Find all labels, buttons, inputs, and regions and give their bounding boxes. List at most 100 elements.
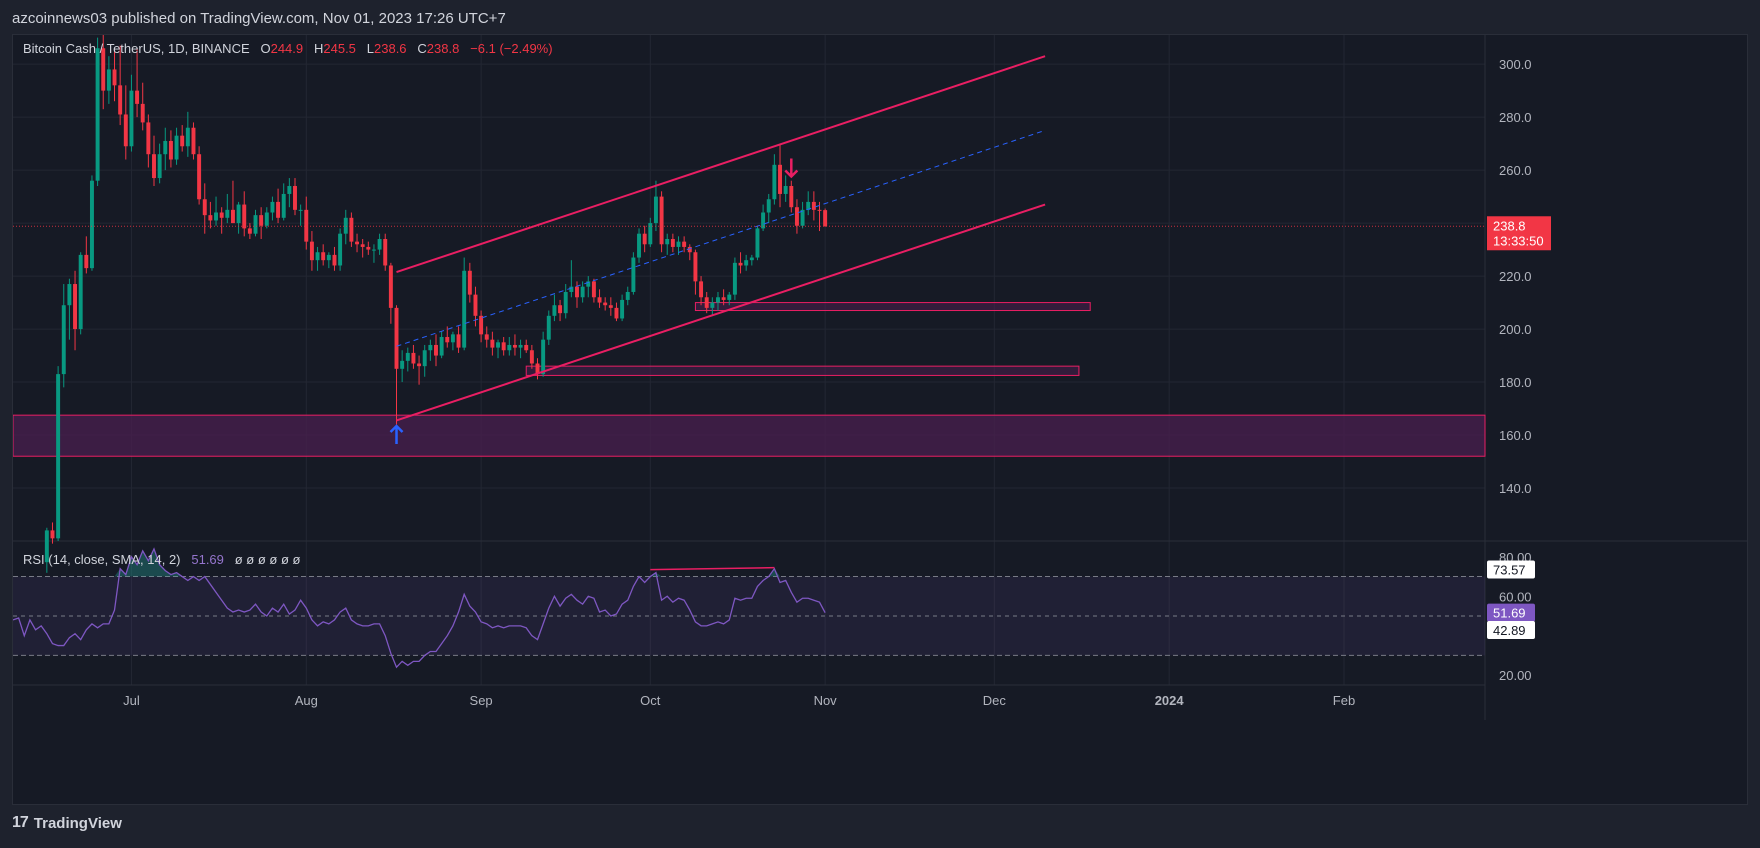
- candle-body[interactable]: [659, 196, 664, 245]
- candle-body[interactable]: [270, 201, 275, 213]
- candle-body[interactable]: [67, 284, 72, 306]
- candle-body[interactable]: [371, 249, 376, 251]
- candle-body[interactable]: [783, 186, 788, 194]
- chart-canvas[interactable]: 300.0280.0260.0240.0220.0200.0180.0160.0…: [13, 35, 1747, 804]
- candle-body[interactable]: [197, 154, 202, 200]
- candle-body[interactable]: [230, 209, 235, 224]
- candle-body[interactable]: [202, 199, 207, 216]
- candle-body[interactable]: [73, 284, 78, 330]
- candle-body[interactable]: [405, 352, 410, 361]
- candle-body[interactable]: [642, 233, 647, 245]
- candle-body[interactable]: [355, 241, 360, 245]
- candle-body[interactable]: [394, 307, 399, 369]
- candle-body[interactable]: [529, 350, 534, 364]
- candle-body[interactable]: [766, 199, 771, 213]
- candle-body[interactable]: [112, 69, 117, 86]
- candle-body[interactable]: [507, 344, 512, 351]
- candle-body[interactable]: [484, 334, 489, 340]
- candle-body[interactable]: [377, 238, 382, 250]
- candle-body[interactable]: [439, 337, 444, 356]
- candle-body[interactable]: [185, 127, 190, 147]
- candle-body[interactable]: [236, 204, 241, 224]
- candle-body[interactable]: [580, 286, 585, 298]
- candle-body[interactable]: [366, 246, 371, 250]
- candle-body[interactable]: [388, 265, 393, 308]
- candle-body[interactable]: [693, 252, 698, 282]
- candle-body[interactable]: [591, 281, 596, 298]
- candle-body[interactable]: [383, 238, 388, 266]
- candle-body[interactable]: [682, 241, 687, 247]
- candle-body[interactable]: [146, 122, 151, 155]
- channel-mid-line[interactable]: [396, 129, 1046, 347]
- candle-body[interactable]: [761, 212, 766, 229]
- candle-body[interactable]: [614, 307, 619, 319]
- candle-body[interactable]: [422, 350, 427, 367]
- candle-body[interactable]: [411, 352, 416, 364]
- candle-body[interactable]: [524, 344, 529, 351]
- candle-body[interactable]: [360, 244, 365, 247]
- candle-body[interactable]: [806, 201, 811, 210]
- candle-body[interactable]: [490, 339, 495, 348]
- candle-body[interactable]: [152, 154, 156, 179]
- support-zone[interactable]: [525, 365, 1080, 376]
- candle-body[interactable]: [512, 344, 517, 348]
- candle-body[interactable]: [710, 302, 715, 308]
- candle-body[interactable]: [293, 186, 297, 210]
- candle-body[interactable]: [800, 209, 805, 226]
- candle-body[interactable]: [586, 281, 591, 287]
- candle-body[interactable]: [569, 286, 574, 292]
- candle-body[interactable]: [575, 286, 579, 298]
- candle-body[interactable]: [78, 254, 83, 330]
- candle-body[interactable]: [191, 127, 196, 155]
- candle-body[interactable]: [603, 302, 608, 306]
- candle-body[interactable]: [625, 291, 630, 300]
- candle-body[interactable]: [208, 215, 213, 221]
- candle-body[interactable]: [321, 252, 326, 261]
- rsi-label[interactable]: RSI (14, close, SMA, 14, 2): [23, 552, 181, 567]
- candle-body[interactable]: [699, 281, 704, 298]
- candle-body[interactable]: [620, 299, 625, 319]
- candle-body[interactable]: [89, 180, 94, 269]
- candle-body[interactable]: [118, 85, 123, 115]
- candle-body[interactable]: [755, 228, 760, 258]
- candle-body[interactable]: [772, 164, 777, 200]
- candle-body[interactable]: [597, 297, 602, 303]
- candle-body[interactable]: [44, 530, 49, 563]
- candle-body[interactable]: [535, 363, 540, 375]
- candle-body[interactable]: [180, 135, 185, 147]
- candle-body[interactable]: [84, 254, 89, 269]
- candle-body[interactable]: [558, 305, 563, 314]
- candle-body[interactable]: [95, 48, 100, 181]
- candle-body[interactable]: [434, 344, 438, 356]
- candle-body[interactable]: [501, 342, 506, 351]
- candle-body[interactable]: [727, 294, 732, 300]
- candle-body[interactable]: [276, 201, 281, 218]
- candle-body[interactable]: [665, 238, 670, 245]
- candle-body[interactable]: [56, 374, 61, 539]
- candle-body[interactable]: [744, 260, 749, 266]
- chart-frame[interactable]: 300.0280.0260.0240.0220.0200.0180.0160.0…: [12, 34, 1748, 805]
- candle-body[interactable]: [214, 212, 219, 221]
- candle-body[interactable]: [129, 90, 134, 147]
- candle-body[interactable]: [315, 252, 320, 261]
- candle-body[interactable]: [242, 204, 247, 229]
- candle-body[interactable]: [467, 270, 472, 295]
- candle-body[interactable]: [298, 209, 303, 211]
- candle-body[interactable]: [225, 209, 230, 218]
- candle-body[interactable]: [456, 334, 461, 348]
- channel-lower-line[interactable]: [396, 203, 1046, 422]
- candle-body[interactable]: [541, 339, 546, 375]
- candle-body[interactable]: [343, 217, 348, 234]
- candle-body[interactable]: [219, 212, 224, 218]
- candle-body[interactable]: [101, 48, 106, 91]
- candle-body[interactable]: [817, 209, 822, 211]
- candle-body[interactable]: [479, 315, 484, 335]
- candle-body[interactable]: [445, 337, 450, 343]
- candle-body[interactable]: [789, 186, 794, 208]
- candle-body[interactable]: [247, 228, 252, 234]
- candle-body[interactable]: [670, 238, 675, 247]
- candle-body[interactable]: [304, 209, 309, 242]
- support-zone[interactable]: [13, 414, 1486, 457]
- candle-body[interactable]: [496, 342, 501, 348]
- candle-body[interactable]: [653, 196, 658, 224]
